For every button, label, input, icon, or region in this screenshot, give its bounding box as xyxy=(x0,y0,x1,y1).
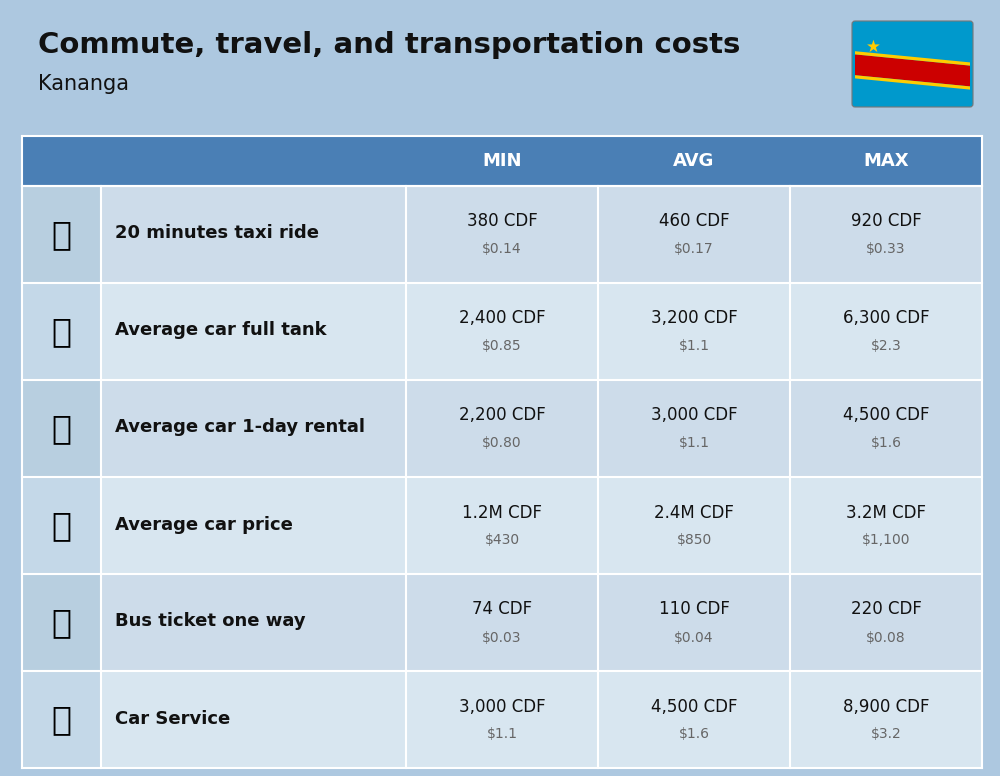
Text: 3,000 CDF: 3,000 CDF xyxy=(651,407,737,424)
Polygon shape xyxy=(855,75,970,89)
Text: 8,900 CDF: 8,900 CDF xyxy=(843,698,929,715)
Text: 20 minutes taxi ride: 20 minutes taxi ride xyxy=(115,224,319,242)
Text: 🚙: 🚙 xyxy=(51,412,71,445)
Text: $0.17: $0.17 xyxy=(674,242,714,257)
FancyBboxPatch shape xyxy=(22,380,101,477)
FancyBboxPatch shape xyxy=(22,574,101,671)
FancyBboxPatch shape xyxy=(852,21,973,107)
Text: $0.08: $0.08 xyxy=(866,630,906,645)
Text: 3.2M CDF: 3.2M CDF xyxy=(846,504,926,521)
Text: $1.6: $1.6 xyxy=(870,436,902,451)
Text: 2,400 CDF: 2,400 CDF xyxy=(459,310,545,327)
FancyBboxPatch shape xyxy=(22,186,101,283)
Text: AVG: AVG xyxy=(673,152,715,170)
Polygon shape xyxy=(855,54,970,86)
Text: $1.1: $1.1 xyxy=(487,728,518,742)
Text: $0.33: $0.33 xyxy=(866,242,906,257)
Text: 4,500 CDF: 4,500 CDF xyxy=(651,698,737,715)
Text: $1.1: $1.1 xyxy=(678,436,710,451)
FancyBboxPatch shape xyxy=(22,283,982,380)
FancyBboxPatch shape xyxy=(22,186,982,283)
Text: 4,500 CDF: 4,500 CDF xyxy=(843,407,929,424)
FancyBboxPatch shape xyxy=(22,136,982,186)
Text: MAX: MAX xyxy=(863,152,909,170)
FancyBboxPatch shape xyxy=(22,283,101,380)
Text: Kananga: Kananga xyxy=(38,74,129,94)
Text: 920 CDF: 920 CDF xyxy=(851,213,921,230)
Text: Average car price: Average car price xyxy=(115,515,293,534)
Text: Bus ticket one way: Bus ticket one way xyxy=(115,612,305,630)
Text: $850: $850 xyxy=(676,534,712,548)
FancyBboxPatch shape xyxy=(22,380,982,477)
Text: 6,300 CDF: 6,300 CDF xyxy=(843,310,929,327)
FancyBboxPatch shape xyxy=(22,671,982,768)
FancyBboxPatch shape xyxy=(22,671,101,768)
Text: ★: ★ xyxy=(866,38,880,57)
Text: 110 CDF: 110 CDF xyxy=(659,601,729,618)
FancyBboxPatch shape xyxy=(22,574,982,671)
Text: ⛽: ⛽ xyxy=(51,315,71,348)
Text: Average car 1-day rental: Average car 1-day rental xyxy=(115,418,365,436)
Text: 380 CDF: 380 CDF xyxy=(467,213,537,230)
Text: $0.03: $0.03 xyxy=(482,630,522,645)
Text: $1,100: $1,100 xyxy=(862,534,910,548)
Text: $0.85: $0.85 xyxy=(482,339,522,354)
Text: 460 CDF: 460 CDF xyxy=(659,213,729,230)
Text: 🚗: 🚗 xyxy=(51,509,71,542)
Text: MIN: MIN xyxy=(482,152,522,170)
Text: $1.6: $1.6 xyxy=(678,728,710,742)
Text: $2.3: $2.3 xyxy=(871,339,901,354)
Text: 220 CDF: 220 CDF xyxy=(851,601,921,618)
Text: 74 CDF: 74 CDF xyxy=(472,601,532,618)
Text: 3,000 CDF: 3,000 CDF xyxy=(459,698,545,715)
Text: $1.1: $1.1 xyxy=(678,339,710,354)
Text: $3.2: $3.2 xyxy=(871,728,901,742)
Text: 2,200 CDF: 2,200 CDF xyxy=(459,407,545,424)
Text: Commute, travel, and transportation costs: Commute, travel, and transportation cost… xyxy=(38,31,740,59)
Text: $0.80: $0.80 xyxy=(482,436,522,451)
Text: Average car full tank: Average car full tank xyxy=(115,321,326,339)
Text: 1.2M CDF: 1.2M CDF xyxy=(462,504,542,521)
Text: $0.14: $0.14 xyxy=(482,242,522,257)
Text: Car Service: Car Service xyxy=(115,709,230,728)
Text: 🚌: 🚌 xyxy=(51,606,71,639)
Text: 🛠: 🛠 xyxy=(51,703,71,736)
Text: 🚕: 🚕 xyxy=(51,218,71,251)
Text: $0.04: $0.04 xyxy=(674,630,714,645)
FancyBboxPatch shape xyxy=(22,477,982,574)
Polygon shape xyxy=(855,51,970,66)
Text: $430: $430 xyxy=(484,534,520,548)
FancyBboxPatch shape xyxy=(22,477,101,574)
Text: 3,200 CDF: 3,200 CDF xyxy=(651,310,737,327)
Text: 2.4M CDF: 2.4M CDF xyxy=(654,504,734,521)
